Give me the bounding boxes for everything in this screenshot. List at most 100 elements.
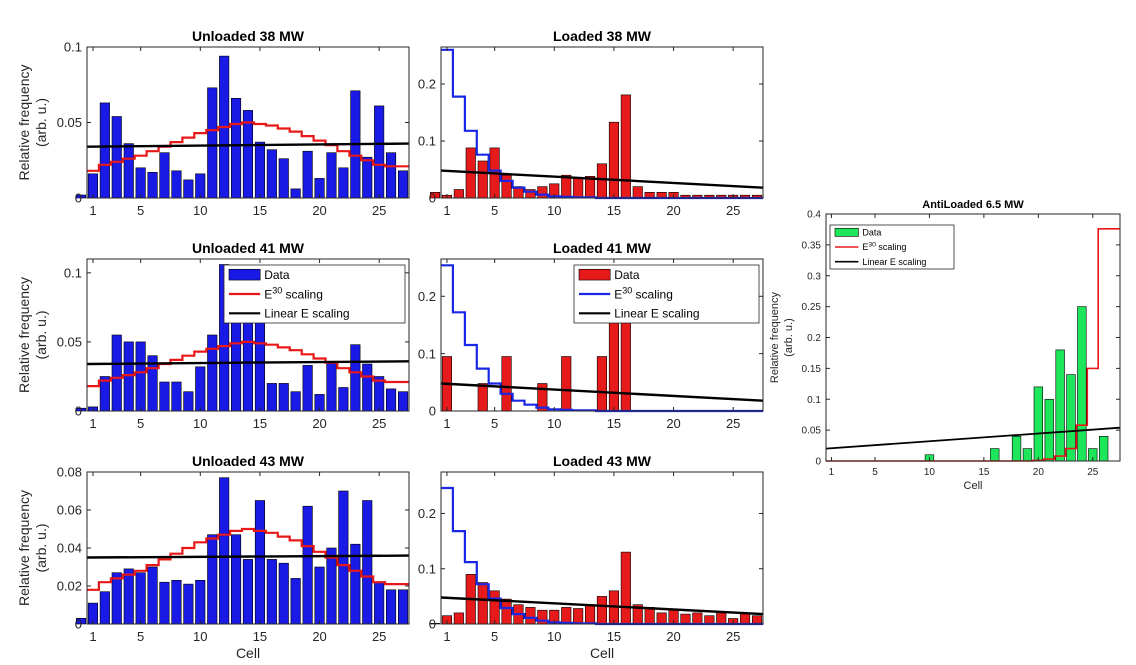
bar [1044,398,1054,462]
bar [739,612,751,625]
bar [385,388,397,412]
bar [1099,435,1109,462]
bar [429,623,441,625]
x-tick-label: 1 [89,629,96,644]
bar [374,581,385,625]
x-tick-label: 1 [443,416,450,431]
bar [147,566,158,625]
e30-scaling-line [87,527,409,591]
bar [171,381,182,412]
x-tick-label: 25 [372,629,386,644]
axes-frame [440,471,764,625]
bar [326,547,337,625]
y-tick-label: 0.05 [802,426,822,437]
bar [76,194,87,199]
bar [501,356,512,412]
bar [501,598,512,625]
bar [302,505,313,625]
bar [362,500,373,625]
legend-label: Linear E scaling [614,307,699,321]
bar [990,448,1000,462]
x-tick-label: 15 [607,416,621,431]
legend-swatch [578,268,611,281]
bar [704,615,715,625]
y-tick-label: 0.04 [57,541,82,556]
linear-e-scaling-line [440,596,764,616]
bar [397,170,409,199]
bar [111,572,122,625]
x-tick-label: 10 [547,203,561,218]
x-tick-label: 20 [666,203,680,218]
y-axis-label: Relative frequency [16,277,32,393]
bar [290,578,301,625]
legend-label: Data [614,268,640,282]
legend-swatch [228,268,261,281]
bar [314,566,325,625]
bar [302,365,313,412]
linear-e-scaling-line [86,554,410,559]
bar [656,612,667,625]
chart-title: Unloaded 38 MW [192,28,305,44]
bar [374,105,385,199]
y-axis-label: (arb. u.) [783,318,795,357]
bar [692,612,703,625]
bar [254,141,265,199]
bar [231,98,242,199]
x-tick-label: 15 [978,467,990,478]
bar [195,366,206,412]
y-tick-label: 0.06 [57,503,82,518]
legend-label: E30 scaling [614,286,673,302]
y-tick-label: 0 [75,404,82,419]
bar [99,102,110,199]
bar [135,341,146,412]
bar [290,188,301,199]
y-tick-label: 0.1 [418,561,436,576]
bar [489,590,500,625]
x-tick-label: 15 [607,629,621,644]
y-tick-label: 0.08 [57,465,82,480]
legend: Data E30 scaling Linear E scaling [829,224,955,270]
bar [207,87,218,199]
bar [573,608,584,625]
bar [362,156,373,199]
y-tick-label: 0.35 [802,240,822,251]
bar [111,116,122,199]
bar [135,572,146,625]
y-axis-label: (arb. u.) [33,523,49,572]
chart-title: Loaded 43 MW [553,453,652,469]
x-tick-label: 5 [491,416,498,431]
y-tick-label: 0.1 [418,134,436,149]
axes-frame [86,258,410,412]
e30-scaling-line [87,121,409,172]
bar [477,582,488,625]
linear-e-scaling-line [86,360,410,366]
y-tick-label: 0.4 [807,210,821,221]
y-tick-label: 0.05 [57,115,82,130]
x-tick-label: 1 [89,416,96,431]
y-tick-label: 0 [429,404,436,419]
x-tick-label: 20 [666,416,680,431]
legend: Data E30 scaling Linear E scaling [573,264,760,324]
bar [123,143,134,199]
x-axis-label: Cell [964,480,983,492]
x-tick-label: 10 [193,203,207,218]
bar [254,500,265,625]
bar [171,170,182,199]
legend-label: Linear E scaling [862,257,926,267]
x-tick-label: 15 [253,416,267,431]
bar [207,334,218,412]
y-tick-label: 0.1 [64,40,82,55]
y-tick-label: 0.2 [418,506,436,521]
bar [751,615,763,625]
bar [99,591,110,625]
x-tick-label: 25 [372,416,386,431]
y-tick-label: 0.2 [418,289,436,304]
bar [477,383,488,412]
x-tick-label: 1 [89,203,96,218]
y-tick-label: 0 [75,191,82,206]
y-tick-label: 0.25 [802,302,822,313]
y-axis-label: Relative frequency [769,291,781,383]
x-tick-label: 20 [312,203,326,218]
linear-e-scaling-line [825,426,1121,450]
